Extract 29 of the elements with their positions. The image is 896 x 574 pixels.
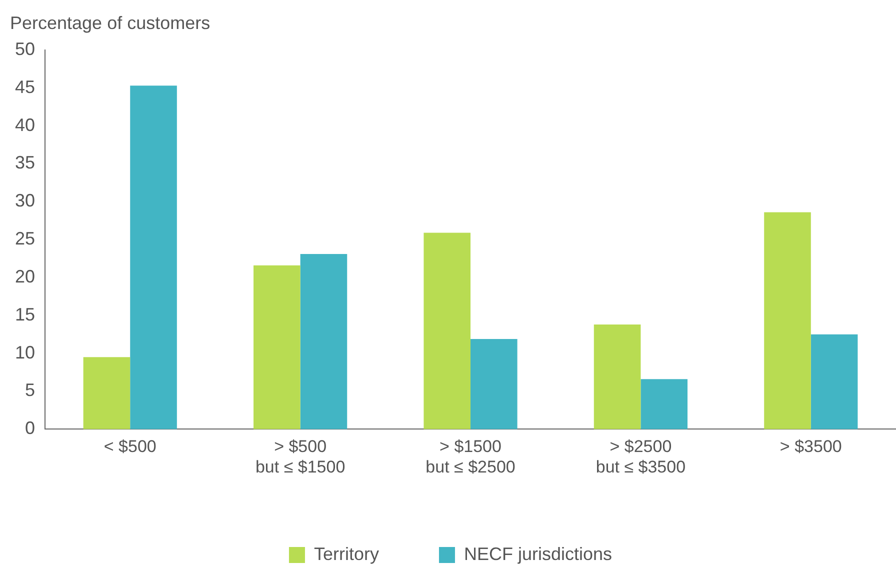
bar [130,86,177,430]
bar [640,379,688,430]
y-tick-label: 5 [25,380,36,400]
y-tick-label: 20 [14,266,36,286]
bar [594,324,641,430]
y-tick-label: 45 [14,76,36,97]
x-tick-label: < $500 [104,437,156,456]
y-tick-label: 35 [14,152,36,173]
x-tick-label: > $2500 but ≤ $3500 [596,437,686,476]
legend-label: Territory [314,544,379,564]
y-tick-label: 40 [14,114,36,135]
x-tick-label: > $3500 [780,437,842,456]
y-tick-label: 25 [14,228,36,249]
bar [470,338,518,430]
y-tick-label: 10 [14,342,36,362]
bar [300,254,348,430]
y-tick-label: 30 [14,190,36,211]
bar [810,334,858,430]
legend-label: NECF jurisdictions [464,544,612,564]
bar [83,357,130,430]
y-axis-title: Percentage of customers [10,12,210,33]
x-tick-label: > $500 but ≤ $1500 [255,437,346,476]
y-tick-label: 15 [14,304,36,324]
bar [424,232,471,430]
bar [254,265,300,430]
x-tick-label: > $1500 but ≤ $2500 [426,437,516,476]
y-tick-label: 50 [14,38,36,59]
y-tick-label: 0 [25,418,36,438]
bar [764,212,811,430]
